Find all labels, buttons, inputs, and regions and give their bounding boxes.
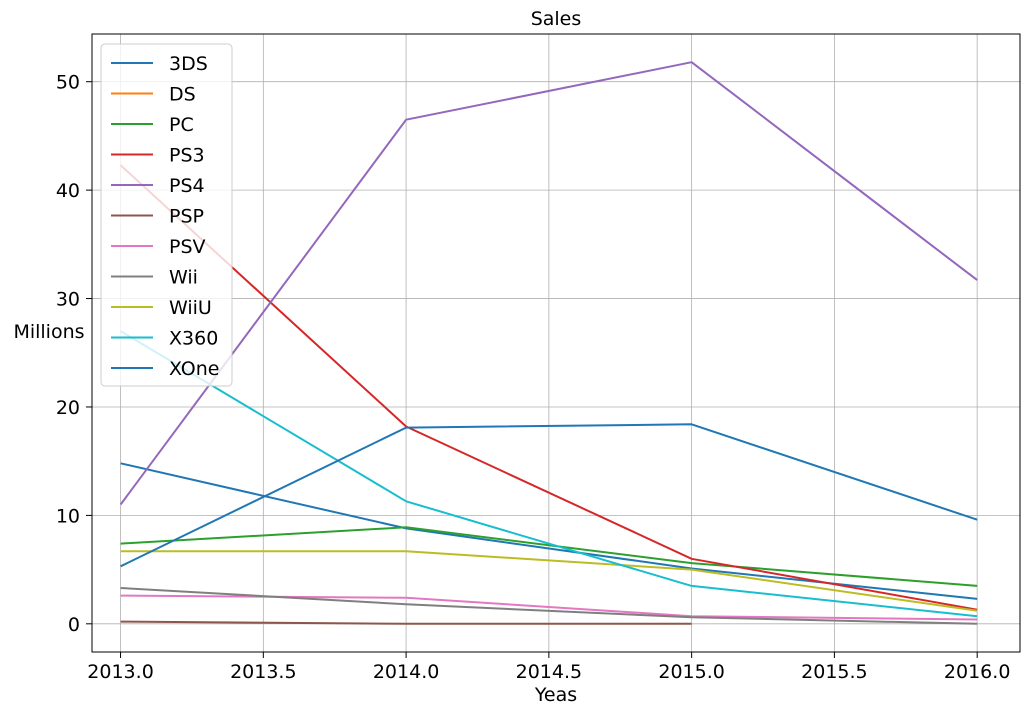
y-tick-label: 30: [56, 289, 80, 311]
legend-entry: Wii: [169, 267, 198, 289]
legend-entry: PC: [169, 114, 194, 136]
x-tick-label: 2015.5: [801, 661, 867, 683]
series-line-wii: [120, 587, 978, 625]
y-axis: 0 10 20 30 40 50: [56, 72, 92, 636]
legend-entry: PSP: [169, 206, 204, 228]
series-line-pc: [120, 526, 978, 587]
y-axis-label: Millions: [13, 321, 84, 343]
legend-entry: PS3: [169, 145, 205, 167]
series-line-psp: [120, 620, 692, 625]
x-tick-label: 2016.0: [944, 661, 1010, 683]
legend-entry: PS4: [169, 175, 205, 197]
legend-entry: X360: [169, 328, 218, 350]
series-line-ps3: [119, 164, 978, 611]
x-tick-label: 2014.5: [516, 661, 582, 683]
legend-entry: DS: [169, 84, 196, 106]
legend-entry: 3DS: [169, 53, 208, 75]
x-axis-label: Yeas: [534, 684, 577, 706]
legend-entry: WiiU: [169, 297, 212, 319]
series-line-x360: [120, 330, 978, 618]
y-tick-label: 10: [56, 505, 80, 527]
legend-entry: PSV: [169, 236, 206, 258]
x-tick-label: 2013.0: [87, 661, 153, 683]
legend-box: [100, 43, 233, 387]
x-tick-label: 2014.0: [373, 661, 439, 683]
y-tick-label: 0: [68, 614, 80, 636]
legend-entry: XOne: [169, 358, 220, 380]
legend: 3DS DS PC PS3 PS4 PSP PSV Wii WiiU X360 XOne: [100, 43, 233, 387]
series-lines: [119, 61, 978, 625]
plot-frame: [91, 33, 1021, 653]
series-line-xone: [120, 423, 978, 568]
chart-title: Sales: [531, 8, 582, 30]
grid: [92, 34, 1020, 652]
y-tick-label: 20: [56, 397, 80, 419]
series-line-ps4: [119, 61, 978, 506]
series-line-wiiu: [120, 550, 978, 612]
y-tick-label: 40: [56, 180, 80, 202]
x-axis: 2013.0 2013.5 2014.0 2014.5 2015.0 2015.5 2016…: [87, 652, 1010, 683]
x-tick-label: 2015.0: [658, 661, 724, 683]
y-tick-label: 50: [56, 72, 80, 94]
x-tick-label: 2013.5: [230, 661, 296, 683]
